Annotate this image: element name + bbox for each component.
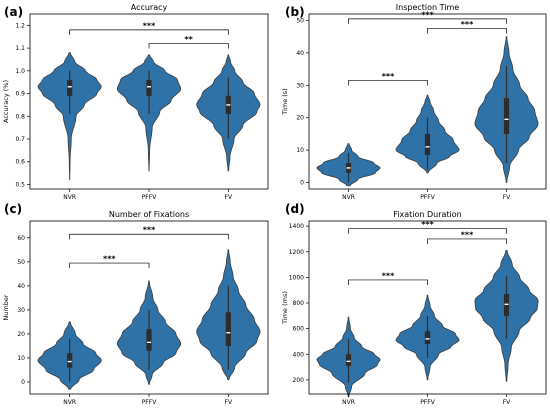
iqr-box bbox=[67, 79, 73, 96]
y-tick-label: 10 bbox=[296, 147, 304, 154]
y-tick-label: 1.0 bbox=[15, 68, 25, 75]
y-tick-label: 1.1 bbox=[15, 45, 25, 52]
y-axis-label: Time (ms) bbox=[281, 291, 289, 325]
iqr-box bbox=[424, 133, 431, 155]
y-tick-label: 1400 bbox=[289, 223, 304, 230]
iqr-box bbox=[503, 98, 510, 134]
axes-frame bbox=[308, 220, 547, 395]
y-tick-label: 200 bbox=[293, 377, 305, 384]
x-tick-label: FV bbox=[225, 399, 233, 406]
y-tick-label: 800 bbox=[293, 300, 305, 307]
y-tick-label: 0 bbox=[300, 180, 304, 187]
chart-title: Fixation Duration bbox=[393, 210, 462, 219]
iqr-box bbox=[67, 353, 73, 368]
significance-bracket bbox=[348, 279, 428, 285]
panel-letter: (b) bbox=[285, 5, 305, 19]
violin-nvr bbox=[37, 52, 102, 181]
x-tick-label: FV bbox=[225, 194, 233, 201]
x-tick-label: PFFV bbox=[142, 399, 158, 406]
y-axis-label: Time (s) bbox=[281, 88, 289, 115]
y-tick-label: 20 bbox=[17, 331, 25, 338]
x-tick-label: NVR bbox=[63, 194, 76, 201]
significance-bracket bbox=[148, 43, 229, 49]
x-tick-label: PFFV bbox=[420, 194, 436, 201]
panel-letter: (a) bbox=[4, 5, 23, 19]
axes-frame bbox=[29, 13, 269, 190]
significance-label: *** bbox=[421, 10, 434, 19]
panel-letter: (d) bbox=[285, 202, 305, 216]
x-tick-label: NVR bbox=[342, 194, 355, 201]
x-tick-label: NVR bbox=[63, 399, 76, 406]
chart-title: Accuracy bbox=[131, 3, 168, 12]
axes-frame bbox=[29, 220, 269, 395]
y-tick-label: 0.9 bbox=[15, 91, 25, 98]
y-tick-label: 10 bbox=[17, 355, 25, 362]
iqr-box bbox=[345, 354, 352, 366]
significance-bracket bbox=[427, 238, 507, 244]
y-tick-label: 1.2 bbox=[15, 22, 25, 29]
y-tick-label: 0.7 bbox=[15, 136, 25, 143]
significance-label: *** bbox=[103, 255, 116, 264]
significance-label: *** bbox=[143, 21, 156, 30]
significance-label: *** bbox=[382, 72, 395, 81]
x-tick-label: FV bbox=[503, 399, 511, 406]
significance-label: *** bbox=[421, 220, 434, 229]
iqr-box bbox=[146, 79, 152, 96]
iqr-box bbox=[225, 312, 231, 346]
significance-label: *** bbox=[461, 230, 474, 239]
significance-bracket bbox=[348, 228, 507, 234]
y-tick-label: 40 bbox=[296, 50, 304, 57]
significance-bracket bbox=[348, 80, 428, 86]
y-tick-label: 50 bbox=[17, 259, 25, 266]
y-tick-label: 50 bbox=[296, 17, 304, 24]
y-tick-label: 40 bbox=[17, 283, 25, 290]
chart-title: Number of Fixations bbox=[109, 210, 189, 219]
y-tick-label: 0.6 bbox=[15, 159, 25, 166]
y-tick-label: 30 bbox=[296, 82, 304, 89]
y-tick-label: 30 bbox=[17, 307, 25, 314]
x-tick-label: FV bbox=[503, 194, 511, 201]
significance-bracket bbox=[69, 29, 229, 35]
panel-b: (b) Inspection Time Time (s) NVR PFFV FV *** **… bbox=[281, 3, 547, 201]
panel-d: (d) Fixation Duration Time (ms) NVR PFFV FV **… bbox=[281, 202, 547, 406]
significance-label: *** bbox=[382, 271, 395, 280]
significance-bracket bbox=[69, 262, 150, 269]
iqr-box bbox=[146, 329, 152, 351]
x-tick-label: PFFV bbox=[420, 399, 436, 406]
axes-frame bbox=[308, 13, 547, 190]
x-tick-label: NVR bbox=[342, 399, 355, 406]
chart-title: Inspection Time bbox=[396, 3, 460, 12]
significance-label: *** bbox=[461, 20, 474, 29]
y-tick-label: 60 bbox=[17, 235, 25, 242]
iqr-box bbox=[424, 331, 431, 345]
y-tick-label: 20 bbox=[296, 115, 304, 122]
panel-c: (c) Number of Fixations Number NVR PFFV FV ***… bbox=[2, 202, 269, 406]
y-tick-label: 0.8 bbox=[15, 113, 25, 120]
x-tick-label: PFFV bbox=[142, 194, 158, 201]
y-tick-label: 400 bbox=[293, 351, 305, 358]
y-tick-label: 600 bbox=[293, 326, 305, 333]
y-tick-label: 1000 bbox=[289, 274, 304, 281]
significance-bracket bbox=[427, 28, 507, 34]
y-tick-label: 1200 bbox=[289, 249, 304, 256]
y-tick-label: 0.5 bbox=[15, 181, 25, 188]
y-axis-label: Accuracy (%) bbox=[2, 80, 10, 123]
significance-bracket bbox=[69, 233, 229, 240]
significance-label: *** bbox=[143, 226, 156, 235]
significance-bracket bbox=[348, 18, 507, 24]
significance-label: ** bbox=[184, 35, 193, 44]
y-tick-label: 0 bbox=[21, 379, 25, 386]
panel-letter: (c) bbox=[4, 202, 22, 216]
y-axis-label: Number bbox=[2, 294, 10, 320]
